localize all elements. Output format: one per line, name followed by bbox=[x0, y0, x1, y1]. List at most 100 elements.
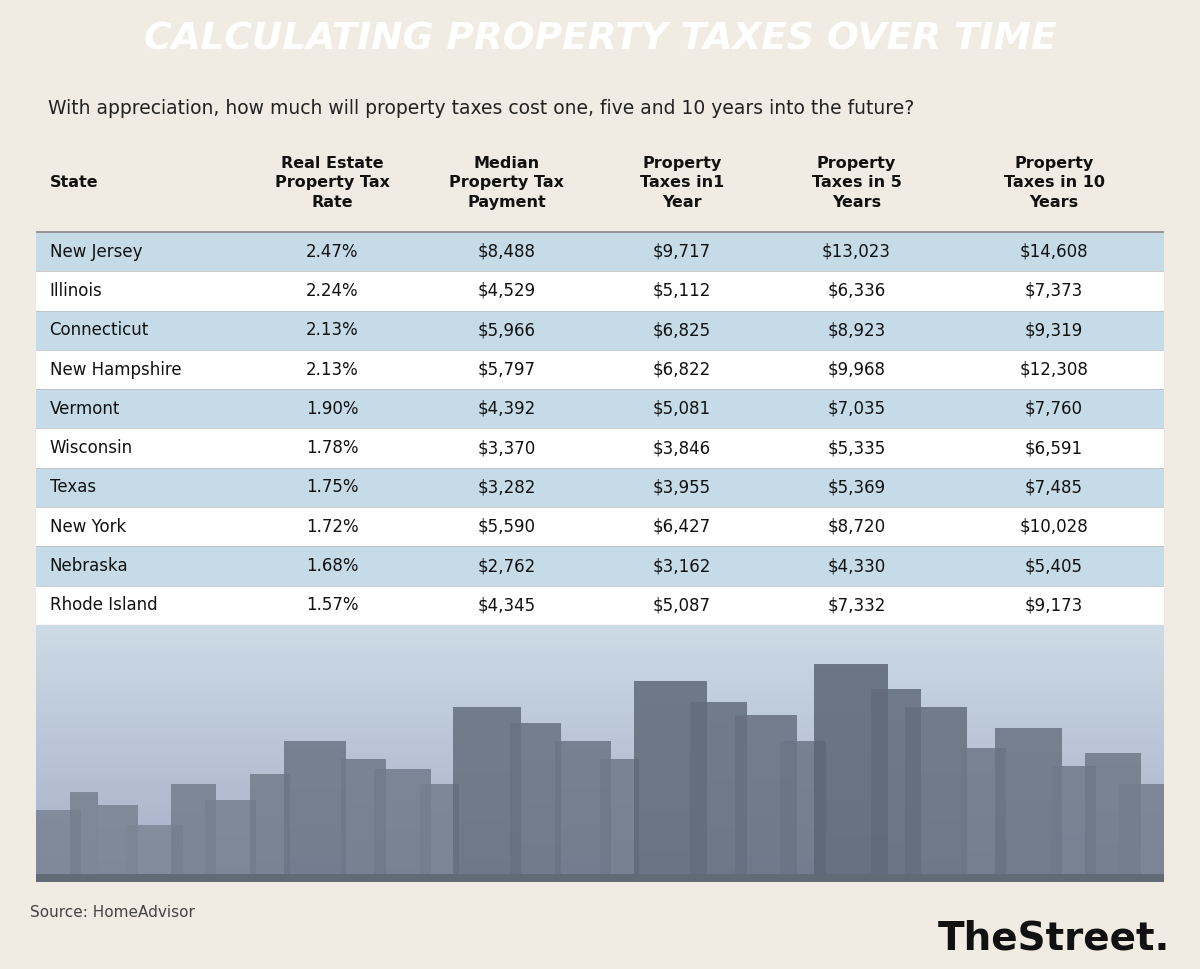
Text: $6,822: $6,822 bbox=[653, 360, 710, 379]
Text: 1.68%: 1.68% bbox=[306, 557, 359, 575]
Text: 1.57%: 1.57% bbox=[306, 596, 359, 614]
Text: $2,762: $2,762 bbox=[478, 557, 536, 575]
Bar bbox=[205, 799, 256, 882]
Text: $9,319: $9,319 bbox=[1025, 322, 1084, 339]
Text: Nebraska: Nebraska bbox=[49, 557, 128, 575]
Text: New York: New York bbox=[49, 517, 126, 536]
Text: $5,087: $5,087 bbox=[653, 596, 710, 614]
Text: 1.90%: 1.90% bbox=[306, 400, 359, 418]
Text: $3,846: $3,846 bbox=[653, 439, 710, 457]
Bar bbox=[36, 271, 1164, 311]
Bar bbox=[510, 723, 560, 882]
Text: $3,162: $3,162 bbox=[653, 557, 710, 575]
Text: New Jersey: New Jersey bbox=[49, 242, 142, 261]
Bar bbox=[251, 774, 290, 882]
Bar bbox=[420, 784, 458, 882]
Text: $6,825: $6,825 bbox=[653, 322, 710, 339]
Bar bbox=[98, 804, 138, 882]
Text: $7,485: $7,485 bbox=[1025, 479, 1084, 496]
Text: 2.47%: 2.47% bbox=[306, 242, 359, 261]
Bar bbox=[341, 759, 385, 882]
Bar bbox=[36, 810, 82, 882]
Text: $4,345: $4,345 bbox=[478, 596, 536, 614]
Text: Median
Property Tax
Payment: Median Property Tax Payment bbox=[450, 156, 564, 210]
Text: CALCULATING PROPERTY TAXES OVER TIME: CALCULATING PROPERTY TAXES OVER TIME bbox=[144, 21, 1056, 58]
Bar bbox=[1051, 766, 1097, 882]
Bar bbox=[871, 689, 922, 882]
Text: $8,488: $8,488 bbox=[478, 242, 536, 261]
Bar bbox=[554, 740, 611, 882]
Text: $4,529: $4,529 bbox=[478, 282, 536, 300]
Text: 2.13%: 2.13% bbox=[306, 360, 359, 379]
Text: $6,591: $6,591 bbox=[1025, 439, 1084, 457]
Bar bbox=[600, 759, 640, 882]
Bar bbox=[36, 350, 1164, 390]
Bar bbox=[36, 547, 1164, 585]
Text: Property
Taxes in 10
Years: Property Taxes in 10 Years bbox=[1003, 156, 1104, 210]
Text: Property
Taxes in 5
Years: Property Taxes in 5 Years bbox=[811, 156, 901, 210]
Text: $4,330: $4,330 bbox=[828, 557, 886, 575]
Text: $7,373: $7,373 bbox=[1025, 282, 1084, 300]
Bar bbox=[995, 728, 1062, 882]
Bar bbox=[961, 748, 1006, 882]
Text: $5,369: $5,369 bbox=[828, 479, 886, 496]
Text: State: State bbox=[49, 175, 98, 190]
Text: $5,590: $5,590 bbox=[478, 517, 536, 536]
Text: $3,282: $3,282 bbox=[478, 479, 536, 496]
Bar bbox=[36, 507, 1164, 547]
Text: $4,392: $4,392 bbox=[478, 400, 536, 418]
Text: $14,608: $14,608 bbox=[1020, 242, 1088, 261]
Text: With appreciation, how much will property taxes cost one, five and 10 years into: With appreciation, how much will propert… bbox=[48, 99, 914, 118]
Text: Illinois: Illinois bbox=[49, 282, 102, 300]
Bar bbox=[172, 784, 216, 882]
Bar bbox=[126, 826, 182, 882]
Bar bbox=[780, 740, 826, 882]
Text: TheStreet.: TheStreet. bbox=[937, 920, 1170, 957]
Bar bbox=[284, 740, 347, 882]
Text: $6,336: $6,336 bbox=[828, 282, 886, 300]
Text: Wisconsin: Wisconsin bbox=[49, 439, 133, 457]
Bar bbox=[905, 707, 967, 882]
Bar bbox=[815, 664, 888, 882]
Bar bbox=[1118, 784, 1164, 882]
Text: $9,717: $9,717 bbox=[653, 242, 710, 261]
Text: $6,427: $6,427 bbox=[653, 517, 710, 536]
Bar bbox=[36, 874, 1164, 882]
Bar bbox=[454, 707, 521, 882]
Bar bbox=[634, 681, 707, 882]
Text: Texas: Texas bbox=[49, 479, 96, 496]
Text: $13,023: $13,023 bbox=[822, 242, 892, 261]
Bar bbox=[36, 468, 1164, 507]
Text: Source: HomeAdvisor: Source: HomeAdvisor bbox=[30, 905, 194, 920]
Text: $3,370: $3,370 bbox=[478, 439, 536, 457]
Text: $5,081: $5,081 bbox=[653, 400, 710, 418]
Text: $5,966: $5,966 bbox=[478, 322, 536, 339]
Text: 2.13%: 2.13% bbox=[306, 322, 359, 339]
Text: Property
Taxes in1
Year: Property Taxes in1 Year bbox=[640, 156, 724, 210]
Text: 1.72%: 1.72% bbox=[306, 517, 359, 536]
Bar bbox=[36, 585, 1164, 625]
Text: $7,760: $7,760 bbox=[1025, 400, 1084, 418]
Text: Vermont: Vermont bbox=[49, 400, 120, 418]
Text: Real Estate
Property Tax
Rate: Real Estate Property Tax Rate bbox=[275, 156, 390, 210]
Text: $9,173: $9,173 bbox=[1025, 596, 1084, 614]
Text: $5,797: $5,797 bbox=[478, 360, 536, 379]
Text: 1.75%: 1.75% bbox=[306, 479, 359, 496]
Text: 2.24%: 2.24% bbox=[306, 282, 359, 300]
Bar bbox=[736, 715, 798, 882]
Text: Connecticut: Connecticut bbox=[49, 322, 149, 339]
Bar bbox=[690, 702, 746, 882]
Text: $7,332: $7,332 bbox=[828, 596, 886, 614]
Text: $9,968: $9,968 bbox=[828, 360, 886, 379]
Bar bbox=[1085, 754, 1141, 882]
Text: $10,028: $10,028 bbox=[1020, 517, 1088, 536]
Text: $12,308: $12,308 bbox=[1020, 360, 1088, 379]
Bar bbox=[36, 428, 1164, 468]
Text: $3,955: $3,955 bbox=[653, 479, 710, 496]
Text: $5,335: $5,335 bbox=[828, 439, 886, 457]
Text: $8,720: $8,720 bbox=[828, 517, 886, 536]
Text: 1.78%: 1.78% bbox=[306, 439, 359, 457]
Text: $8,923: $8,923 bbox=[828, 322, 886, 339]
Text: Rhode Island: Rhode Island bbox=[49, 596, 157, 614]
Text: $5,112: $5,112 bbox=[653, 282, 710, 300]
